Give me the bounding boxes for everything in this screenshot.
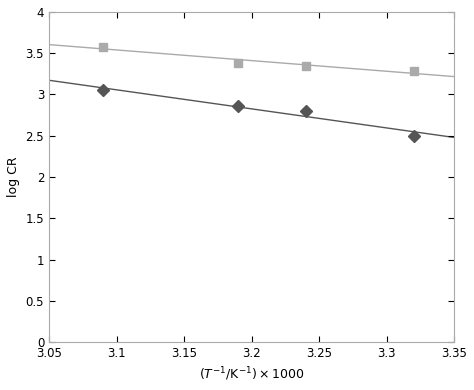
Y-axis label: log CR: log CR — [7, 157, 20, 197]
X-axis label: $(T^{-1}$/K$^{-1}) \times 1000$: $(T^{-1}$/K$^{-1}) \times 1000$ — [199, 365, 304, 383]
